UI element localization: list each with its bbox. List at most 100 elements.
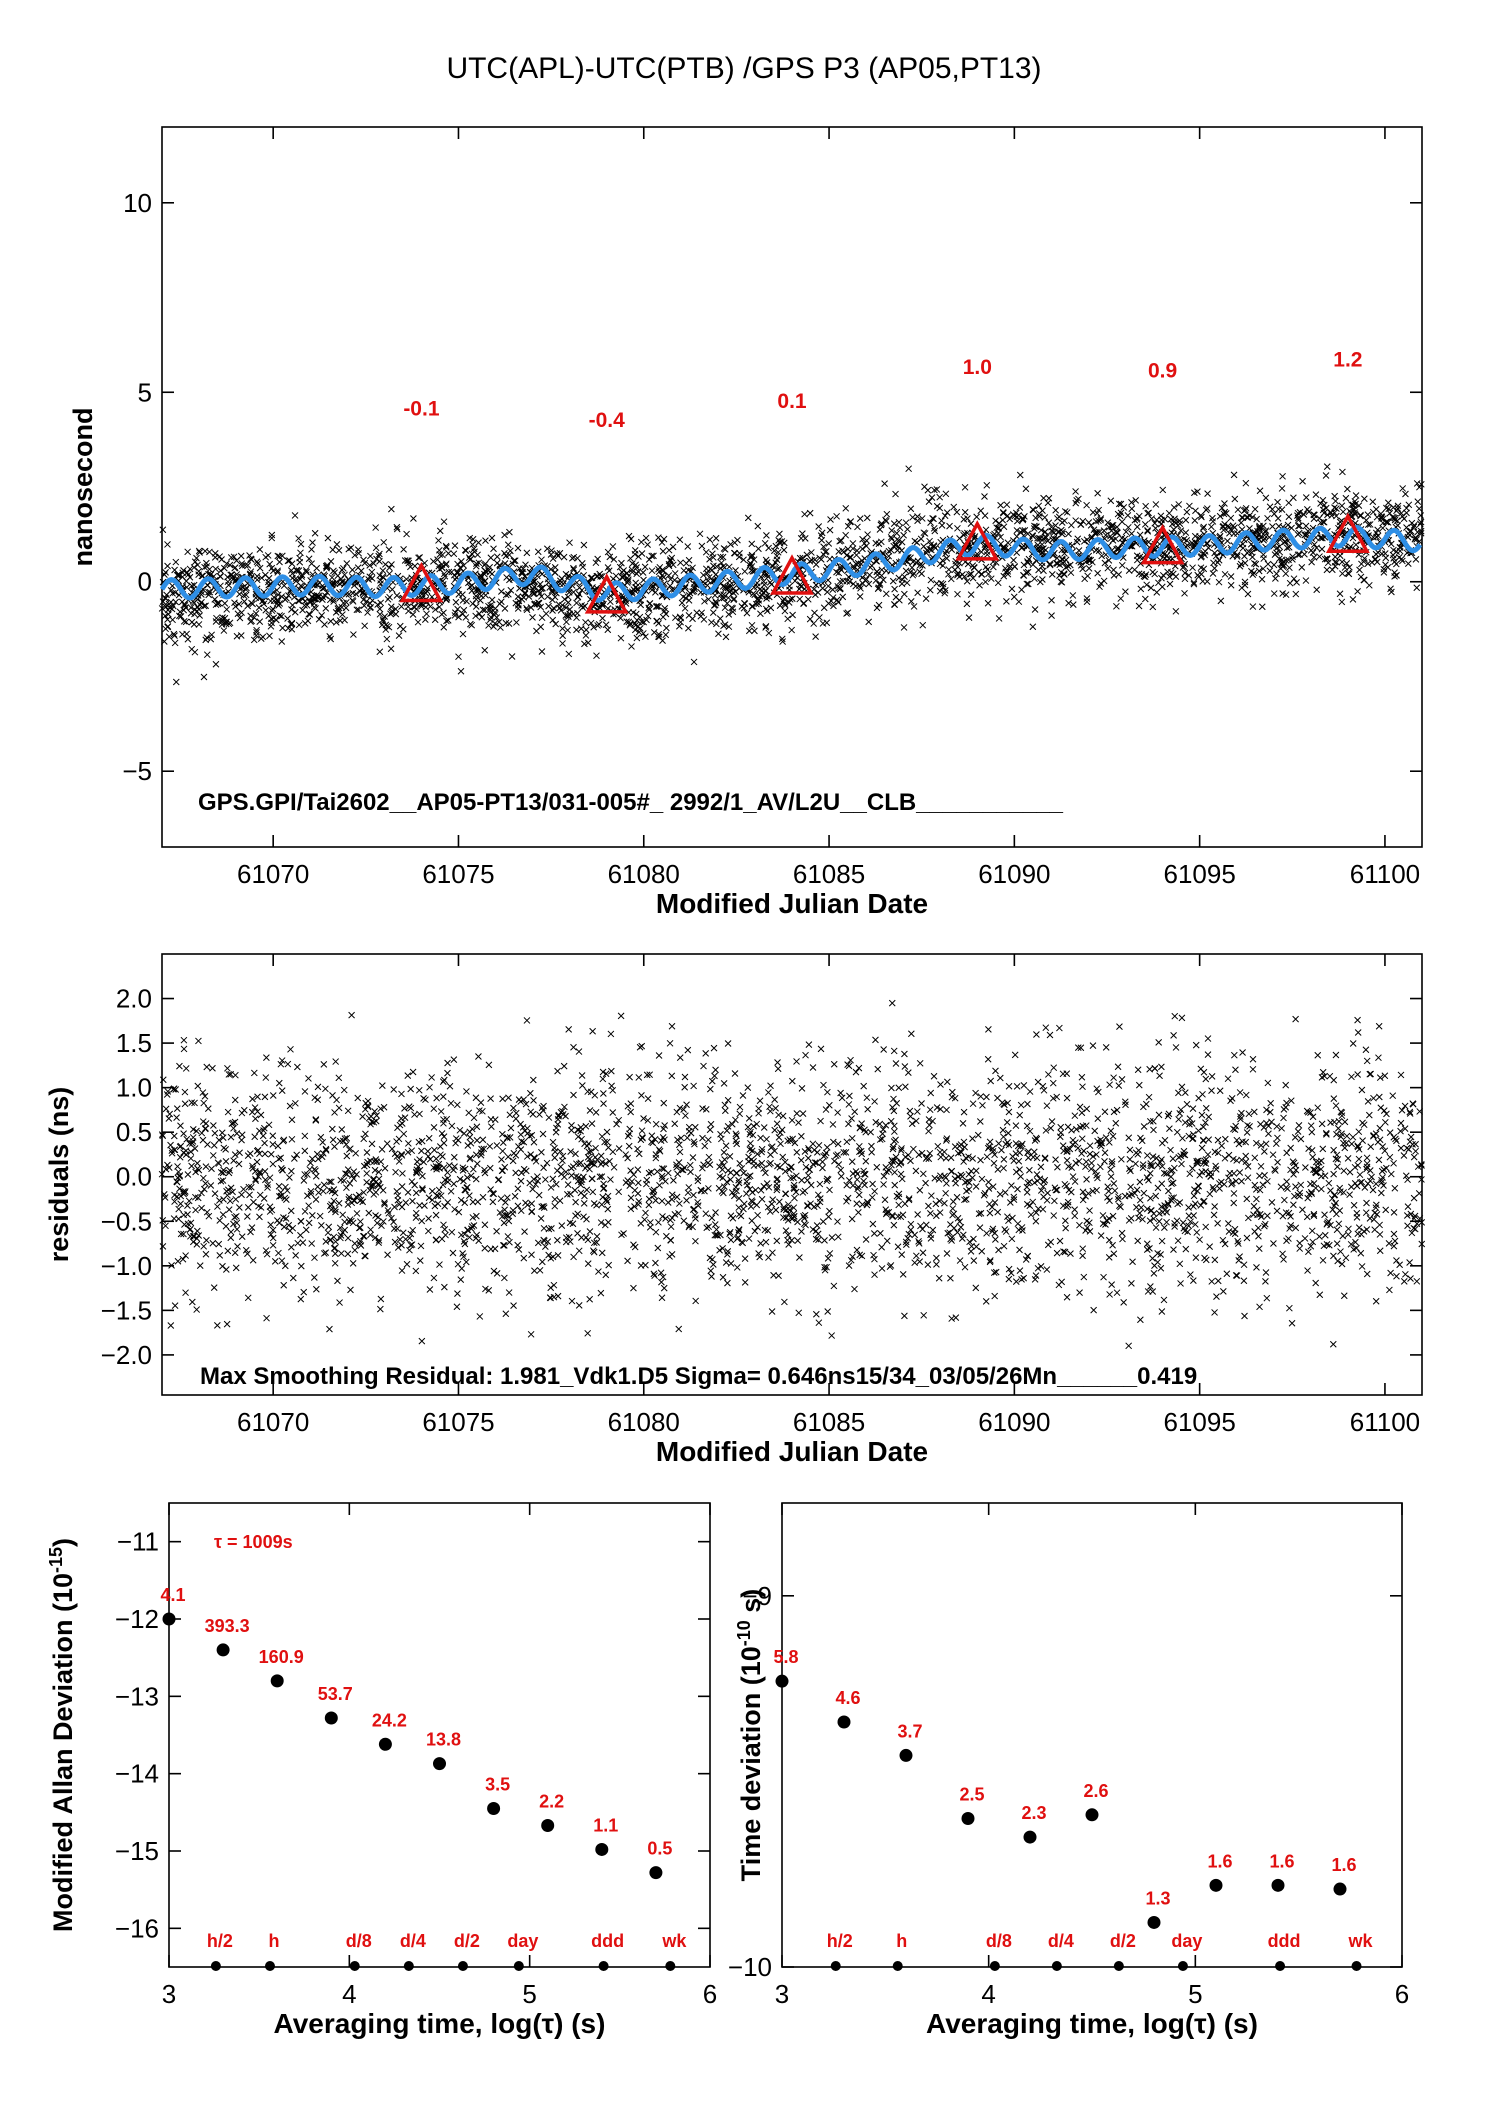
time-transfer-scatter-point	[1000, 544, 1007, 551]
time-transfer-scatter-point	[1302, 531, 1309, 538]
time-transfer-scatter-point	[849, 540, 857, 547]
time-transfer-scatter-point	[835, 569, 843, 577]
time-transfer-scatter-point	[853, 551, 860, 559]
residuals-scatter-point	[514, 1241, 522, 1249]
residuals-scatter-point	[446, 1082, 454, 1090]
residuals-scatter-point	[954, 1228, 961, 1236]
residuals-scatter-point	[949, 1205, 957, 1212]
time-transfer-scatter-point	[1211, 564, 1218, 572]
time-transfer-scatter-point	[1286, 564, 1293, 572]
residuals-scatter-point	[394, 1225, 401, 1233]
time-transfer-scatter-point	[1289, 553, 1296, 560]
residuals-scatter-point	[1354, 1071, 1362, 1078]
time-transfer-scatter-point	[355, 606, 362, 614]
residuals-scatter-point	[1376, 1231, 1384, 1238]
residuals-scatter-point	[1400, 1152, 1408, 1159]
residuals-scatter-point	[233, 1219, 241, 1227]
time-transfer-scatter-point	[859, 580, 867, 587]
time-transfer-scatter-point	[1144, 509, 1151, 517]
residuals-scatter-point	[848, 1215, 856, 1223]
time-transfer-scatter-point	[1369, 508, 1377, 516]
residuals-scatter-point	[662, 1215, 669, 1222]
time-transfer-scatter-point	[920, 543, 928, 550]
residuals-scatter-point	[882, 1121, 890, 1129]
residuals-scatter-point	[265, 1121, 273, 1129]
time-transfer-scatter-point	[289, 601, 296, 609]
time-transfer-scatter-point	[1083, 501, 1090, 509]
time-transfer-scatter-point	[590, 623, 597, 631]
residuals-scatter-point	[344, 1107, 352, 1115]
time-transfer-scatter-point	[1364, 521, 1372, 529]
time-transfer-scatter-point	[395, 632, 403, 640]
time-transfer-scatter-point	[731, 539, 739, 547]
residuals-scatter-point	[531, 1267, 538, 1275]
time-transfer-scatter-point	[1055, 513, 1063, 521]
time-transfer-scatter-point	[1000, 523, 1008, 531]
time-transfer-scatter-point	[933, 580, 940, 587]
residuals-scatter-point	[1053, 1249, 1061, 1257]
residuals-scatter-point	[331, 1143, 338, 1150]
time-transfer-scatter-point	[1273, 570, 1280, 578]
residuals-scatter-point	[317, 1133, 325, 1141]
residuals-scatter-point	[765, 1254, 772, 1261]
time-transfer-scatter-point	[333, 578, 340, 586]
time-transfer-scatter-point	[1391, 516, 1399, 524]
time-transfer-scatter-point	[746, 562, 754, 569]
time-transfer-scatter-point	[997, 501, 1004, 509]
time-transfer-x-tick-label: 61080	[608, 859, 680, 889]
residuals-scatter-point	[510, 1149, 518, 1157]
time-transfer-scatter-point	[1164, 568, 1171, 576]
residuals-scatter-point	[431, 1202, 439, 1210]
residuals-scatter-point	[868, 1148, 876, 1156]
residuals-scatter-point	[1105, 1236, 1113, 1244]
residuals-scatter-point	[922, 1179, 929, 1187]
residuals-scatter-point	[1208, 1087, 1215, 1095]
residuals-scatter-point	[290, 1155, 298, 1162]
residuals-scatter-point	[1170, 1032, 1177, 1039]
time-transfer-scatter-point	[827, 516, 834, 523]
time-transfer-scatter-point	[981, 512, 989, 519]
time-transfer-scatter-point	[460, 606, 468, 614]
residuals-scatter-point	[1321, 1211, 1328, 1219]
residuals-scatter-point	[1401, 1102, 1409, 1110]
time-transfer-scatter-point	[214, 599, 221, 607]
residuals-scatter-point	[418, 1337, 426, 1345]
time-transfer-scatter-point	[700, 571, 707, 579]
residuals-scatter-point	[553, 1236, 561, 1244]
residuals-scatter-point	[932, 1212, 940, 1220]
residuals-scatter-point	[659, 1213, 666, 1220]
time-transfer-scatter-point	[218, 616, 226, 624]
time-transfer-scatter-point	[321, 621, 328, 628]
residuals-scatter-point	[1090, 1306, 1097, 1314]
time-transfer-scatter-point	[833, 512, 841, 520]
residuals-scatter-point	[338, 1250, 345, 1257]
time-transfer-scatter-point	[874, 585, 882, 593]
time-transfer-scatter-point	[987, 575, 995, 583]
residuals-scatter-point	[1288, 1319, 1296, 1327]
residuals-scatter-point	[340, 1086, 348, 1094]
time-transfer-scatter-point	[1052, 522, 1059, 529]
residuals-scatter-point	[392, 1168, 399, 1176]
residuals-x-tick-label: 61080	[608, 1407, 680, 1437]
time-transfer-scatter-point	[201, 547, 209, 555]
residuals-scatter-point	[744, 1084, 752, 1091]
residuals-scatter-point	[589, 1188, 597, 1196]
residuals-scatter-point	[586, 1295, 594, 1303]
time-transfer-scatter-point	[817, 532, 825, 539]
time-transfer-scatter-point	[816, 554, 823, 562]
time-transfer-scatter-point	[403, 530, 410, 538]
time-transfer-scatter-point	[161, 571, 168, 578]
residuals-scatter-point	[176, 1062, 183, 1070]
time-transfer-scatter-point	[404, 557, 411, 564]
time-transfer-scatter-point	[708, 618, 715, 626]
residuals-scatter-point	[719, 1273, 727, 1281]
residuals-scatter-point	[781, 1298, 788, 1306]
time-transfer-scatter-point	[258, 574, 266, 582]
time-transfer-scatter-point	[158, 605, 166, 612]
time-transfer-scatter-point	[985, 570, 992, 578]
time-transfer-scatter-point	[1128, 499, 1135, 506]
time-transfer-scatter-point	[1300, 510, 1307, 518]
time-transfer-scatter-point	[477, 572, 484, 579]
residuals-scatter-point	[1164, 1199, 1172, 1207]
residuals-scatter-point	[1075, 1157, 1083, 1165]
